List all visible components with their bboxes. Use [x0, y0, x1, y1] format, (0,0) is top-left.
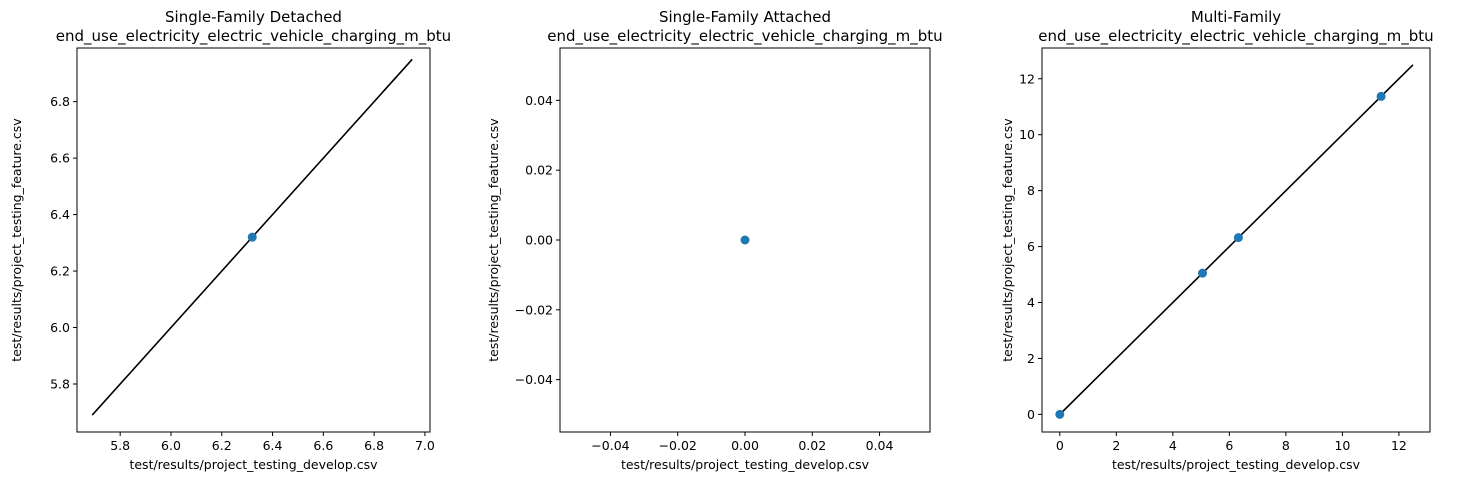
- y-axis-label: test/results/project_testing_feature.csv: [9, 118, 24, 362]
- x-tick-label: 6.2: [212, 438, 232, 453]
- y-tick-label: 2: [1027, 351, 1035, 366]
- y-axis-label: test/results/project_testing_feature.csv: [486, 118, 501, 362]
- x-tick-label: 6: [1225, 438, 1233, 453]
- data-point: [1233, 233, 1243, 243]
- x-tick-label: 4: [1169, 438, 1177, 453]
- axes-frame: [1041, 47, 1431, 433]
- subplot-title-line1: Multi-Family: [1191, 8, 1281, 26]
- y-tick-label: 6.8: [50, 94, 70, 109]
- x-tick-label: 10: [1334, 438, 1350, 453]
- x-tick-label: 0.02: [798, 438, 826, 453]
- y-tick-label: 6.6: [50, 151, 70, 166]
- data-point: [1376, 91, 1386, 101]
- subplot-title-line2: end_use_electricity_electric_vehicle_cha…: [1038, 27, 1433, 46]
- y-tick-label: −0.02: [515, 302, 553, 317]
- subplot-title-line2: end_use_electricity_electric_vehicle_cha…: [547, 27, 942, 46]
- data-point: [740, 235, 750, 245]
- y-tick-label: 0.04: [525, 93, 553, 108]
- x-tick-label: 12: [1391, 438, 1407, 453]
- subplot-title-line2: end_use_electricity_electric_vehicle_cha…: [56, 27, 451, 46]
- x-tick-label: 7.0: [415, 438, 435, 453]
- subplot-3: Multi-Familyend_use_electricity_electric…: [1000, 8, 1434, 472]
- y-tick-label: 8: [1027, 183, 1035, 198]
- y-tick-label: 6.2: [50, 264, 70, 279]
- x-tick-label: 6.0: [161, 438, 181, 453]
- x-tick-label: 8: [1282, 438, 1290, 453]
- y-tick-label: 0.00: [525, 233, 553, 248]
- x-tick-label: 0.00: [731, 438, 759, 453]
- y-tick-label: 10: [1019, 127, 1035, 142]
- x-tick-label: 5.8: [110, 438, 130, 453]
- y-tick-label: 6: [1027, 239, 1035, 254]
- data-point: [1055, 409, 1065, 419]
- x-tick-label: 6.4: [263, 438, 283, 453]
- x-tick-label: −0.02: [659, 438, 697, 453]
- y-tick-label: −0.04: [515, 372, 553, 387]
- x-axis-label: test/results/project_testing_develop.csv: [621, 457, 870, 472]
- subplot-title-line1: Single-Family Attached: [659, 8, 831, 26]
- subplot-1: Single-Family Detachedend_use_electricit…: [9, 8, 451, 472]
- x-tick-label: 2: [1112, 438, 1120, 453]
- x-tick-label: 6.6: [313, 438, 333, 453]
- x-tick-label: −0.04: [591, 438, 629, 453]
- data-point: [1198, 268, 1208, 278]
- x-tick-label: 0.04: [866, 438, 894, 453]
- axes-frame: [76, 47, 431, 433]
- y-tick-label: 6.4: [50, 207, 70, 222]
- x-axis-label: test/results/project_testing_develop.csv: [1112, 457, 1361, 472]
- y-tick-label: 5.8: [50, 377, 70, 392]
- subplot-2: Single-Family Attachedend_use_electricit…: [486, 8, 943, 472]
- y-tick-label: 12: [1019, 71, 1035, 86]
- y-tick-label: 0.02: [525, 163, 553, 178]
- data-point: [247, 232, 257, 242]
- subplot-title-line1: Single-Family Detached: [165, 8, 342, 26]
- y-tick-label: 4: [1027, 295, 1035, 310]
- y-tick-label: 0: [1027, 407, 1035, 422]
- x-tick-label: 0: [1056, 438, 1064, 453]
- y-axis-label: test/results/project_testing_feature.csv: [1000, 118, 1015, 362]
- x-axis-label: test/results/project_testing_develop.csv: [129, 457, 378, 472]
- y-tick-label: 6.0: [50, 320, 70, 335]
- x-tick-label: 6.8: [364, 438, 384, 453]
